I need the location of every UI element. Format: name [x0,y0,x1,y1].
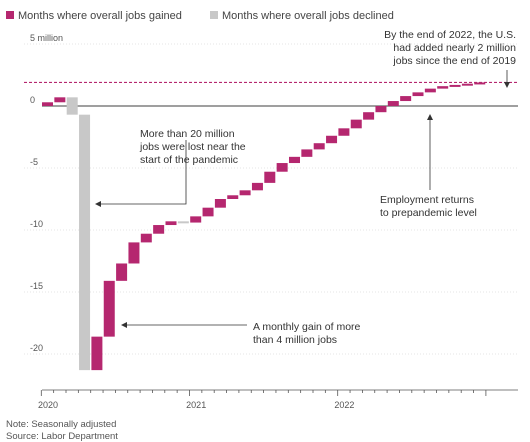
y-tick-label: -15 [30,281,43,291]
annotation-returns: Employment returns [380,194,474,206]
x-tick-label: 2021 [186,400,206,410]
bar-gained [264,171,276,183]
bar-gained [202,207,214,217]
bar-gained [449,84,461,87]
legend-swatch-declined [210,11,218,19]
notes: Note: Seasonally adjusted Source: Labor … [6,419,118,442]
annotation-end-2022: jobs since the end of 2019 [392,55,516,67]
bar-gained [190,216,202,223]
bar-gained [387,101,399,106]
bar-gained [91,336,103,371]
y-tick-label: -20 [30,343,43,353]
annotation-arrowhead [95,201,101,207]
bar-gained [461,83,473,86]
x-tick-label: 2022 [334,400,354,410]
x-axis: 2020 2021 2022 [38,389,518,410]
legend-swatch-gained [6,11,14,19]
y-axis-labels: 5 million 0 -5 -10 -15 -20 [30,33,63,353]
bar-gained [128,242,140,264]
x-tick-label: 2020 [38,400,58,410]
bar-gained [227,195,239,199]
bar-gained [153,225,165,234]
annotation-monthly-gain: than 4 million jobs [253,334,337,346]
bar-gained [424,88,436,93]
legend-label-gained: Months where overall jobs gained [18,10,182,22]
gridlines [24,43,518,355]
bar-gained [116,263,128,281]
bar-gained [42,102,53,106]
bar-gained [474,82,486,85]
bar-gained [54,97,66,103]
bar-gained [165,221,177,226]
annotation-arrowhead [121,322,127,328]
annotation-arrow-line [100,140,187,205]
bar-gained [437,86,449,89]
legend-label-declined: Months where overall jobs declined [222,10,394,22]
annotation-end-2022: had added nearly 2 million [393,42,516,54]
bar-gained [412,92,424,97]
y-tick-label: 5 million [30,33,63,43]
bars [42,82,486,371]
bar-declined [177,221,189,224]
bar-declined [66,97,78,115]
y-tick-label: -5 [30,157,38,167]
bar-gained [375,106,387,113]
annotation-pandemic-loss: jobs were lost near the [139,141,246,153]
legend: Months where overall jobs gained Months … [6,10,394,22]
bar-gained [289,156,300,164]
note-text: Note: Seasonally adjusted [6,419,116,430]
y-tick-label: -10 [30,219,43,229]
annotation-end-2022: By the end of 2022, the U.S. [384,29,516,41]
annotation-arrowhead [504,82,510,88]
bar-gained [400,96,412,102]
bar-gained [363,112,375,120]
annotation-monthly-gain: A monthly gain of more [253,321,361,333]
annotations: By the end of 2022, the U.S.had added ne… [95,29,516,346]
bar-gained [326,135,338,144]
y-tick-label: 0 [30,95,35,105]
bar-gained [276,163,288,172]
bar-gained [251,182,263,191]
bar-gained [214,199,226,208]
annotation-arrowhead [427,114,433,120]
annotation-returns: to prepandemic level [380,207,477,219]
bar-gained [239,190,251,196]
bar-declined [79,114,91,371]
bar-gained [338,128,350,136]
bar-gained [103,280,115,337]
source-text: Source: Labor Department [6,431,118,442]
bar-gained [301,149,313,157]
annotation-pandemic-loss: More than 20 million [140,128,235,140]
bar-gained [140,233,152,243]
bar-gained [313,143,325,150]
bar-gained [350,119,362,129]
annotation-pandemic-loss: start of the pandemic [140,154,238,166]
